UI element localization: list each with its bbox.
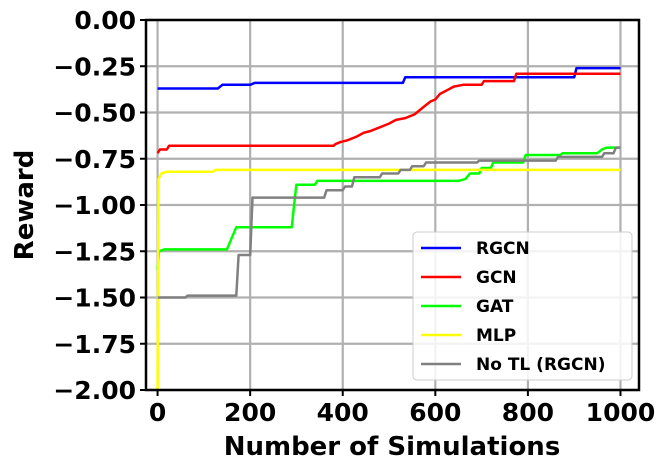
y-tick-label: −1.25 xyxy=(53,237,136,266)
legend-label: GCN xyxy=(476,268,517,288)
y-tick-label: −2.00 xyxy=(53,376,136,405)
y-tick-label: −1.00 xyxy=(53,191,136,220)
x-tick-label: 1000 xyxy=(586,398,656,427)
y-tick-label: −0.50 xyxy=(53,99,136,128)
x-tick-label: 200 xyxy=(224,398,276,427)
series-lines xyxy=(156,66,621,391)
series-line-mlp xyxy=(156,168,621,391)
legend: RGCN GCN GAT MLP No TL (RGCN) xyxy=(412,231,633,381)
y-tick-label: −0.25 xyxy=(53,52,136,81)
x-tick-label: 800 xyxy=(502,398,554,427)
y-tick-label: −0.75 xyxy=(53,145,136,174)
x-tick-label: 400 xyxy=(317,398,369,427)
series-line-gcn xyxy=(156,72,621,154)
x-axis-title: Number of Simulations xyxy=(224,432,561,462)
legend-label: GAT xyxy=(476,297,514,317)
y-tick-label: 0.00 xyxy=(74,6,136,35)
y-axis-title: Reward xyxy=(10,150,40,261)
x-tick-label: 0 xyxy=(149,398,166,427)
legend-frame xyxy=(412,231,633,381)
y-tick-label: −1.75 xyxy=(53,330,136,359)
series-line-rgcn xyxy=(157,66,621,90)
ticks: 0 200 400 600 800 1000 0.00 −0.25 −0.50 −0.75 −1.0… xyxy=(53,6,655,427)
x-tick-label: 600 xyxy=(409,398,461,427)
series-line-gat xyxy=(156,146,621,270)
legend-label: RGCN xyxy=(476,239,530,259)
legend-label: MLP xyxy=(476,326,516,346)
y-tick-label: −1.50 xyxy=(53,284,136,313)
series-line-no-tl-rgcn xyxy=(157,146,621,299)
legend-label: No TL (RGCN) xyxy=(476,355,605,375)
